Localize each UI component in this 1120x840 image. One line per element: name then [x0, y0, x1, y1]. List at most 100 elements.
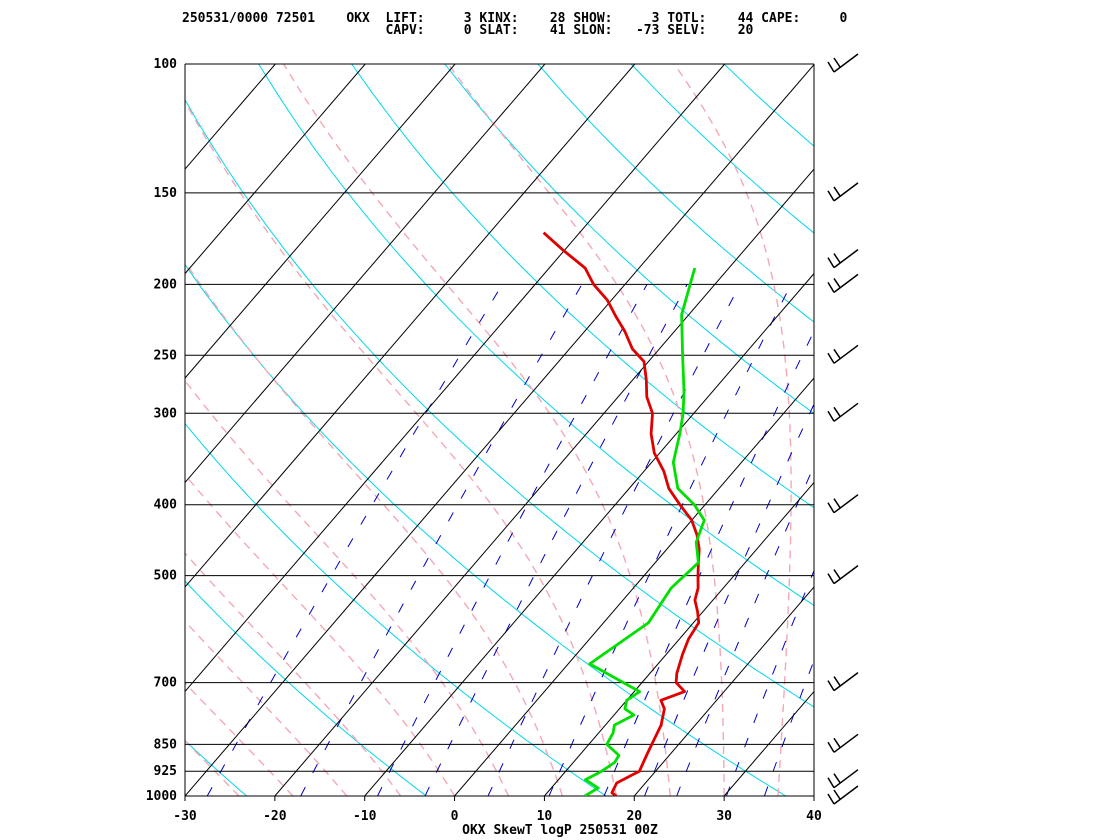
dry-adiabat [817, 64, 1120, 796]
temperature-tick-label: -30 [173, 809, 197, 824]
wind-barb-flag [833, 676, 841, 687]
mixing-ratio-line [603, 330, 814, 796]
dry-adiabat [537, 64, 814, 323]
mixing-ratio-line [424, 284, 688, 796]
dry-adiabat [185, 739, 247, 796]
isotherm [185, 64, 456, 379]
moist-adiabat [185, 552, 402, 796]
wind-barb-staff [833, 53, 859, 73]
wind-barb-staff [833, 671, 859, 692]
pressure-tick-label: 250 [154, 348, 178, 363]
dry-adiabat [444, 64, 814, 415]
isotherm [723, 690, 814, 796]
mixing-ratio-line [206, 284, 503, 796]
wind-barb-staff [833, 564, 859, 585]
wind-barb-flag [827, 410, 835, 422]
wind-barb [827, 344, 859, 364]
wind-barb [827, 494, 859, 514]
wind-barb-flag [833, 277, 841, 288]
dewpoint-profile [584, 267, 706, 796]
temperature-tick-label: -10 [353, 809, 377, 824]
wind-barb-staff [833, 344, 859, 364]
wind-barb-staff [833, 402, 859, 422]
wind-barb-flag [833, 57, 841, 68]
pressure-tick-label: 100 [154, 57, 178, 72]
wind-barb-flag [833, 186, 841, 197]
moist-adiabat [185, 739, 240, 796]
wind-barb-staff [833, 733, 859, 753]
mixing-ratio-line [763, 659, 814, 796]
wind-barb [827, 53, 859, 73]
wind-barb-staff [833, 273, 859, 293]
isotherm [185, 64, 636, 588]
wind-barb-flag [833, 737, 841, 748]
isotherm [813, 795, 814, 796]
isotherm [185, 64, 814, 796]
wind-barb-flag [833, 773, 841, 784]
pressure-tick-label: 200 [154, 277, 178, 292]
isotherm [185, 64, 276, 170]
moist-adiabat [185, 379, 510, 796]
dry-adiabat [910, 64, 1120, 796]
temperature-tick-label: 10 [537, 809, 553, 824]
temperature-profile [542, 231, 701, 796]
wind-barb-flag [833, 348, 841, 359]
isotherm [274, 168, 814, 796]
mixing-ratio-line [487, 284, 741, 796]
wind-barb [827, 785, 859, 805]
isotherm [544, 481, 814, 796]
wind-barb-flag [827, 680, 835, 691]
wind-barb-staff [833, 785, 859, 805]
pressure-tick-label: 300 [154, 406, 178, 421]
wind-barb [827, 564, 859, 585]
isotherm [454, 377, 814, 796]
isotherm [0, 64, 6, 796]
moist-adiabat [185, 682, 294, 796]
temperature-tick-label: -20 [263, 809, 287, 824]
dry-adiabat [723, 64, 814, 147]
header-line-1: 250531/0000 72501 OKX LIFT: 3 KINX: 28 S… [182, 11, 847, 26]
wind-barb-staff [833, 769, 859, 789]
wind-barb [827, 671, 859, 692]
mixing-ratio-line [377, 284, 648, 796]
moist-adiabat [447, 64, 725, 796]
temperature-tick-label: 0 [451, 809, 459, 824]
wind-barb-flag [827, 257, 835, 268]
isotherm [0, 64, 96, 796]
dry-adiabat [185, 98, 814, 708]
pressure-tick-label: 400 [154, 498, 178, 513]
isotherm [185, 64, 726, 693]
wind-barb-flag [827, 502, 835, 514]
plot-frame [184, 64, 815, 797]
wind-barbs [827, 53, 859, 805]
dry-adiabat [351, 64, 814, 509]
series-group [542, 231, 706, 796]
wind-barb [827, 273, 859, 293]
wind-barb-flag [827, 190, 835, 202]
wind-barb-staff [833, 494, 859, 514]
mixing-ratio-line [300, 284, 583, 796]
pressure-tick-label: 925 [154, 764, 177, 779]
wind-barb-flag [827, 741, 835, 753]
pressure-tick-label: 150 [154, 186, 178, 201]
wind-barb-flag [827, 777, 835, 789]
chart-title: OKX SkewT logP 250531 00Z [462, 823, 658, 838]
dry-adiabat [185, 422, 607, 796]
wind-barb [827, 769, 859, 789]
wind-barb-flag [833, 789, 841, 800]
moist-adiabat [673, 64, 792, 796]
moist-adiabat [185, 99, 617, 796]
wind-barb [827, 402, 859, 422]
wind-barb [827, 249, 859, 269]
wind-barb-flag [833, 569, 841, 580]
wind-barb [827, 733, 859, 753]
pressure-tick-label: 700 [154, 676, 178, 691]
temperature-tick-label: 20 [626, 809, 642, 824]
header-line-2: CAPV: 0 SLAT: 41 SLON: -73 SELV: 20 [182, 23, 754, 38]
dry-adiabat [258, 64, 814, 606]
wind-barb-flag [833, 253, 841, 264]
wind-barb-flag [833, 406, 841, 417]
wind-barb-flag [833, 498, 841, 509]
